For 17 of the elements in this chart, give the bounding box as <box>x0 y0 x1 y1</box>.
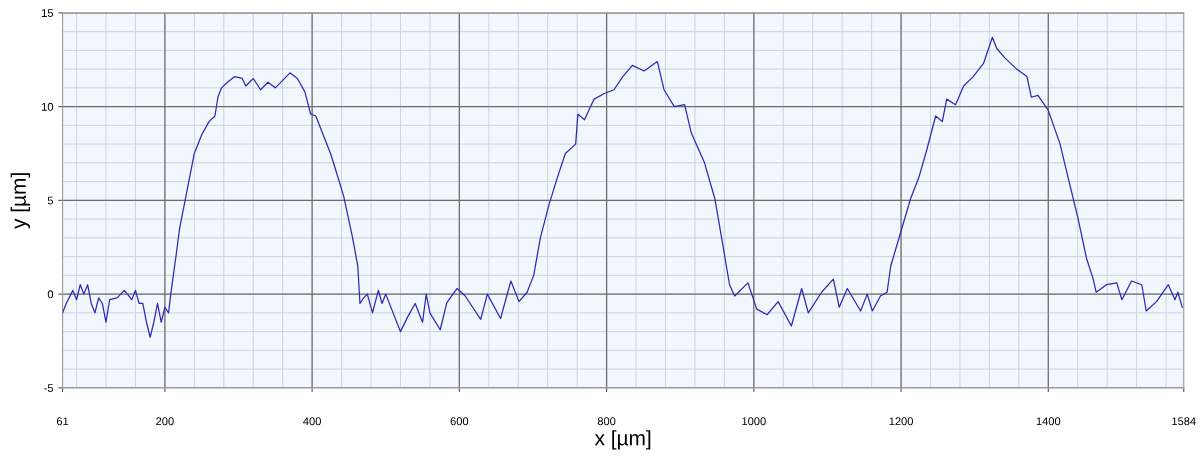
x-tick-label: 1000 <box>742 417 766 426</box>
x-tick-label: 61 <box>56 417 69 426</box>
y-axis-title: y [µm] <box>10 173 31 229</box>
x-tick-label: 400 <box>303 417 321 426</box>
y-tick-label: 15 <box>42 9 54 17</box>
x-tick-label: 800 <box>597 417 616 426</box>
x-tick-label: 1200 <box>889 417 913 426</box>
y-tick-label: -5 <box>44 384 54 392</box>
y-tick-label: 10 <box>42 102 54 111</box>
y-tick-label: 0 <box>47 290 54 299</box>
x-tick-label: 600 <box>450 417 469 426</box>
x-tick-label: 200 <box>156 417 174 426</box>
y-tick-label: 5 <box>47 196 54 205</box>
line-series <box>62 36 1183 338</box>
x-tick-label: 1400 <box>1036 417 1061 426</box>
x-axis-title: x [µm] <box>594 430 651 450</box>
x-tick-label: 1584 <box>1172 417 1196 426</box>
